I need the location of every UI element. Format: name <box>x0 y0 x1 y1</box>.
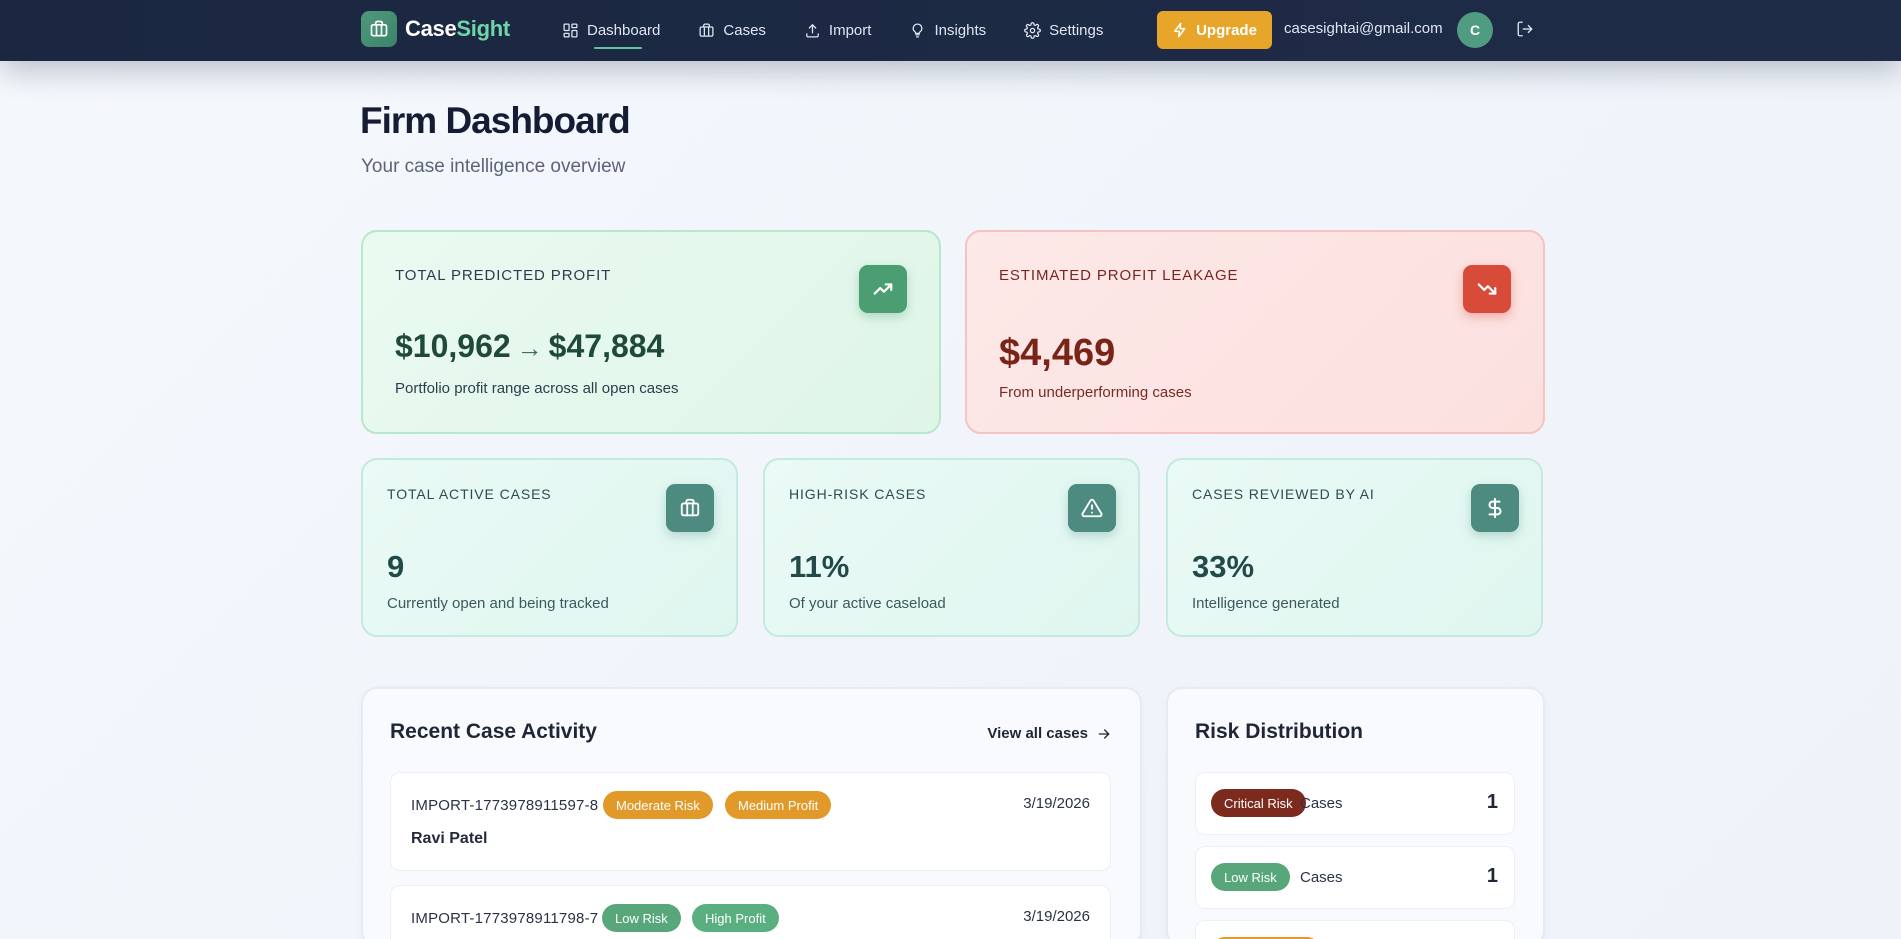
lightbulb-icon <box>913 23 923 38</box>
nav-cases[interactable]: Cases <box>698 0 766 61</box>
profit-leakage-card: Estimated Profit Leakage $4,469 From und… <box>965 230 1545 434</box>
nav-insights[interactable]: Insights <box>909 0 986 61</box>
profit-high: $47,884 <box>548 328 665 364</box>
nav-import-label: Import <box>828 22 872 39</box>
upload-icon <box>806 23 819 38</box>
risk-badge: Moderate Risk <box>603 791 713 819</box>
nav-dashboard[interactable]: Dashboard <box>562 0 660 61</box>
predicted-profit-card: Total Predicted Profit $10,962 → $47,884 P… <box>361 230 941 434</box>
stat-value: 11% <box>789 549 850 584</box>
logout-button[interactable] <box>1516 20 1534 38</box>
warning-icon <box>1068 484 1116 532</box>
case-row[interactable]: IMPORT-1773978911597-8 Moderate Risk Med… <box>390 772 1111 871</box>
page-subtitle: Your case intelligence overview <box>361 156 626 177</box>
brand[interactable]: CaseSight <box>361 11 510 47</box>
risk-cases-label: Cases <box>1300 795 1343 812</box>
profit-range: $10,962 → $47,884 <box>395 328 664 365</box>
card-label: Estimated Profit Leakage <box>999 267 1239 284</box>
trending-down-icon <box>1463 265 1511 313</box>
page-title: Firm Dashboard <box>360 100 631 141</box>
risk-count: 1 <box>1486 865 1498 887</box>
briefcase-logo-icon <box>361 11 397 47</box>
nav-settings-label: Settings <box>1049 22 1104 39</box>
case-id: IMPORT-1773978911597-8 <box>411 797 599 814</box>
upgrade-button[interactable]: Upgrade <box>1157 11 1272 49</box>
brand-name-main: Case <box>405 16 457 41</box>
briefcase-icon <box>699 23 714 37</box>
recent-activity-panel: Recent Case Activity View all cases IMPO… <box>361 687 1142 939</box>
client-name: Ravi Patel <box>411 830 488 847</box>
risk-distribution-panel: Risk Distribution Critical Risk Cases 1 … <box>1166 687 1545 939</box>
gear-icon <box>1024 22 1042 39</box>
briefcase-icon <box>666 484 714 532</box>
risk-badge: Low Risk <box>1211 863 1290 891</box>
risk-distribution-row: Low Risk Cases 1 <box>1195 846 1515 909</box>
grid-icon <box>563 23 578 38</box>
dollar-icon <box>1471 484 1519 532</box>
risk-count: 1 <box>1486 791 1498 813</box>
card-description: From underperforming cases <box>999 384 1192 401</box>
view-all-label: View all cases <box>987 725 1088 742</box>
risk-badge: Low Risk <box>602 904 681 932</box>
brand-name: CaseSight <box>405 16 510 42</box>
panel-title: Recent Case Activity <box>390 720 597 743</box>
avatar[interactable]: C <box>1457 12 1493 48</box>
case-row[interactable]: IMPORT-1773978911798-7 Low Risk High Pro… <box>390 885 1111 939</box>
arrow-right-icon <box>1098 728 1110 739</box>
risk-distribution-row <box>1195 920 1515 939</box>
upgrade-label: Upgrade <box>1196 21 1257 39</box>
logout-icon <box>1517 21 1533 37</box>
trending-up-icon <box>859 265 907 313</box>
brand-name-accent: Sight <box>456 16 510 41</box>
main-nav: Dashboard Cases Import Insights Settings <box>562 0 1141 61</box>
arrow-right-icon: → <box>516 333 543 363</box>
panel-title: Risk Distribution <box>1195 720 1364 743</box>
profit-badge: High Profit <box>692 904 779 932</box>
stat-value: 9 <box>387 549 405 584</box>
risk-badge: Critical Risk <box>1211 789 1306 817</box>
card-label: Total Active Cases <box>387 486 552 502</box>
card-label: Total Predicted Profit <box>395 267 612 284</box>
high-risk-card: High-Risk Cases 11% Of your active casel… <box>763 458 1140 637</box>
risk-cases-label: Cases <box>1300 869 1343 886</box>
card-description: Portfolio profit range across all open c… <box>395 380 679 397</box>
card-label: High-Risk Cases <box>789 486 927 502</box>
case-date: 3/19/2026 <box>1023 795 1090 812</box>
case-date: 3/19/2026 <box>1023 908 1090 925</box>
view-all-cases-link[interactable]: View all cases <box>987 725 1112 742</box>
card-description: Of your active caseload <box>789 595 946 612</box>
risk-distribution-row: Critical Risk Cases 1 <box>1195 772 1515 835</box>
nav-insights-label: Insights <box>934 22 987 39</box>
stat-value: 33% <box>1192 549 1255 584</box>
lightning-icon <box>1174 22 1186 38</box>
top-navbar: CaseSight Dashboard Cases Import Insight… <box>0 0 1901 61</box>
ai-reviewed-card: Cases Reviewed by AI 33% Intelligence ge… <box>1166 458 1543 637</box>
nav-cases-label: Cases <box>723 22 766 39</box>
profit-badge: Medium Profit <box>725 791 832 819</box>
user-email: casesightai@gmail.com <box>1284 20 1443 37</box>
case-id: IMPORT-1773978911798-7 <box>411 910 599 927</box>
nav-import[interactable]: Import <box>804 0 872 61</box>
nav-dashboard-label: Dashboard <box>587 22 661 39</box>
risk-badge <box>1211 937 1321 939</box>
active-cases-card: Total Active Cases 9 Currently open and … <box>361 458 738 637</box>
card-description: Intelligence generated <box>1192 595 1340 612</box>
card-description: Currently open and being tracked <box>387 595 609 612</box>
profit-low: $10,962 <box>395 328 511 364</box>
nav-settings[interactable]: Settings <box>1024 0 1103 61</box>
leakage-value: $4,469 <box>999 332 1116 374</box>
card-label: Cases Reviewed by AI <box>1192 486 1375 502</box>
